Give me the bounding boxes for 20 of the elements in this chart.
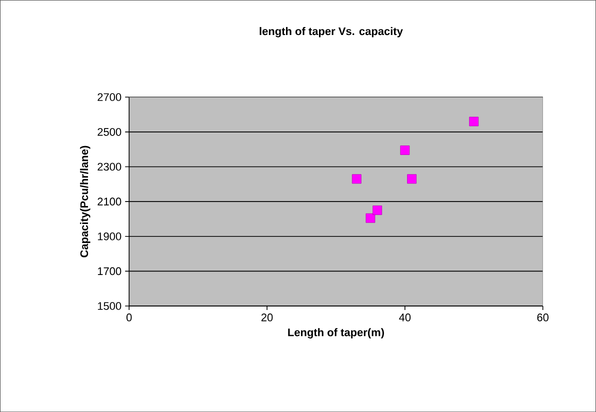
y-tick-label: 1700	[98, 267, 122, 276]
point	[366, 213, 376, 223]
chart-title: length of taper Vs. capacity	[260, 26, 403, 38]
point	[352, 174, 362, 184]
y-tick-label: 2500	[98, 128, 122, 136]
y-tick-label: 2300	[98, 162, 122, 171]
y-tick-label: 2700	[98, 93, 122, 101]
x-tick-label: 60	[537, 313, 549, 322]
x-tick-label: 40	[399, 313, 411, 322]
point	[400, 145, 410, 155]
point	[469, 116, 479, 126]
point	[407, 174, 417, 184]
y-tick-label: 1500	[98, 302, 122, 310]
y-axis-title: Capacity(Pcu/hr/lane)	[80, 146, 90, 258]
y-tick-label: 1900	[98, 232, 122, 240]
point	[372, 206, 382, 215]
x-tick-label: 20	[261, 313, 273, 322]
x-axis-title: Length of taper(m)	[288, 328, 384, 338]
y-tick-label: 2100	[98, 198, 122, 206]
x-tick-label: 0	[126, 313, 132, 322]
